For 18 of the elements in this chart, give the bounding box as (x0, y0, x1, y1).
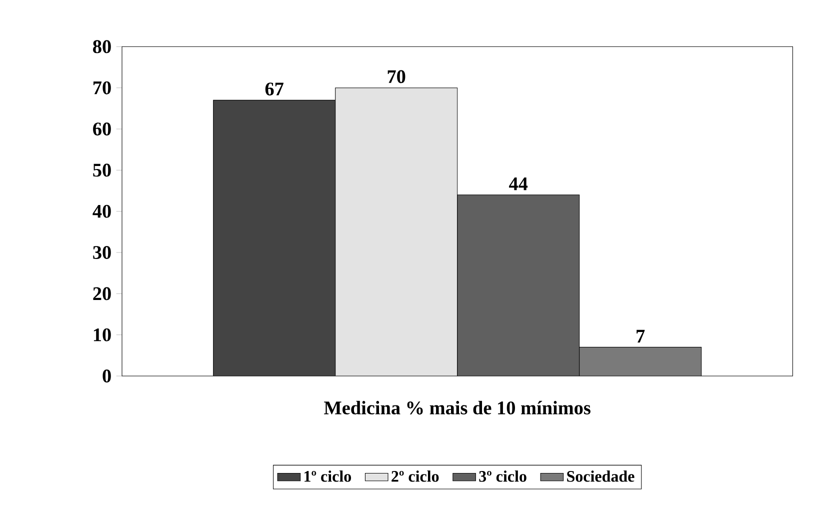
y-tick-label: 30 (93, 246, 111, 259)
y-tick-label: 20 (93, 287, 111, 300)
data-label: 7 (636, 330, 645, 342)
y-tick-label: 10 (94, 328, 111, 342)
y-tick-label: 50 (93, 164, 111, 177)
y-tick-label: 40 (92, 204, 111, 218)
legend-label: 2º ciclo (392, 470, 439, 482)
legend-label: 3º ciclo (479, 470, 526, 482)
y-tick-label: 80 (93, 40, 111, 54)
x-axis-title: Medicina % mais de 10 mínimos (324, 400, 590, 414)
data-label: 44 (509, 178, 528, 190)
y-tick-label: 0 (102, 370, 111, 382)
legend-label: Sociedade (567, 470, 634, 482)
data-label: 70 (388, 70, 406, 84)
data-label: 67 (265, 82, 284, 96)
y-tick-label: 60 (93, 122, 111, 136)
y-tick-label: 70 (93, 81, 111, 94)
legend-label: 1º ciclo (304, 470, 352, 482)
